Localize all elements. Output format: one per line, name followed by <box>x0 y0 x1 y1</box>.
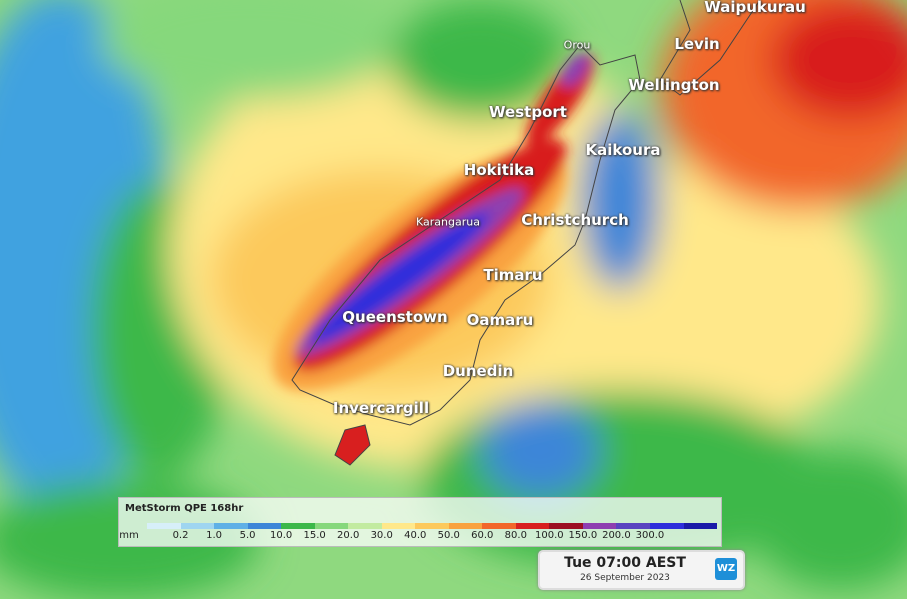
legend-value: 60.0 <box>471 530 494 541</box>
legend-value: 0.2 <box>172 530 189 541</box>
place-label: Hokitika <box>463 161 535 179</box>
legend-swatch <box>180 523 215 529</box>
legend-swatch <box>649 523 684 529</box>
legend-swatch <box>147 523 181 529</box>
legend-value: 20.0 <box>337 530 360 541</box>
legend-value: 150.0 <box>568 530 598 541</box>
legend-swatch <box>683 523 718 529</box>
legend-value: 50.0 <box>437 530 460 541</box>
legend-swatch <box>381 523 416 529</box>
legend-value: 10.0 <box>269 530 293 541</box>
legend-swatch <box>281 523 315 529</box>
place-label: Karangarua <box>416 215 480 229</box>
logo[interactable]: WZ <box>715 558 737 580</box>
legend-title: MetStorm QPE 168hr <box>125 503 244 514</box>
place-label: Queenstown <box>342 308 448 326</box>
place-label: Orou <box>563 38 591 52</box>
place-label: Westport <box>489 103 567 121</box>
date: 26 September 2023 <box>580 573 670 583</box>
place-label: Oamaru <box>466 311 534 329</box>
legend-value: 40.0 <box>404 530 427 541</box>
legend-swatch <box>549 523 583 529</box>
legend-swatch <box>482 523 516 529</box>
legend-swatch <box>448 523 483 529</box>
legend-value: 80.0 <box>504 530 527 541</box>
legend-swatch <box>314 523 349 529</box>
legend-swatch <box>415 523 449 529</box>
timestamp-box: Tue 07:00 AEST 26 September 2023 WZ <box>538 550 745 590</box>
place-label: Timaru <box>483 266 543 284</box>
place-label: Dunedin <box>442 362 514 380</box>
place-label: Wellington <box>628 76 720 94</box>
legend-unit: mm <box>119 530 139 541</box>
legend-value: 1.0 <box>206 530 222 541</box>
legend-bar <box>147 523 718 529</box>
place-label: Invercargill <box>332 399 430 417</box>
place-label: Levin <box>674 35 720 53</box>
legend-swatch <box>214 523 248 529</box>
legend-swatch <box>616 523 650 529</box>
legend-value: 300.0 <box>635 530 665 541</box>
legend-value: 30.0 <box>370 530 393 541</box>
legend-swatch <box>515 523 550 529</box>
place-label: Waipukurau <box>704 0 806 16</box>
legend-value: 5.0 <box>239 530 256 541</box>
legend-swatch <box>247 523 282 529</box>
place-label: Kaikoura <box>585 141 661 159</box>
legend-value: 200.0 <box>602 530 631 541</box>
legend-swatch <box>348 523 382 529</box>
time: Tue 07:00 AEST <box>564 555 686 571</box>
legend-swatch <box>582 523 617 529</box>
legend-value: 100.0 <box>535 530 564 541</box>
place-label: Christchurch <box>521 211 629 229</box>
legend-value: 15.0 <box>303 530 326 541</box>
legend: MetStorm QPE 168hr mm 0.2 1.0 5.0 10.0 15.0 2… <box>118 497 722 547</box>
